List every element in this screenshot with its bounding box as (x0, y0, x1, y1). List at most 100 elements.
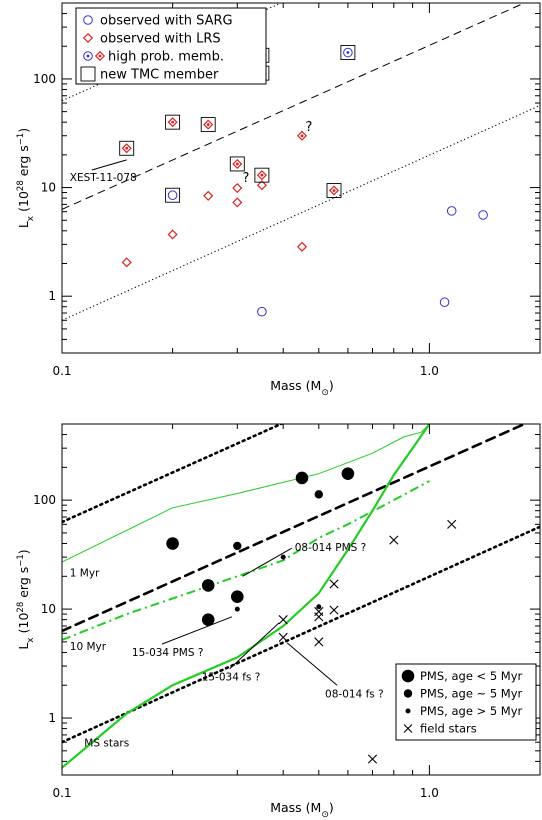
data-point-cross-9 (367, 754, 378, 764)
ticks (61, 3, 541, 354)
legend-circle-icon (83, 51, 93, 61)
data-point-cross-0 (278, 632, 288, 642)
dot-mark (314, 490, 324, 499)
curve-ms-stars (62, 424, 431, 769)
data-point-square-open-0 (119, 140, 135, 156)
data-point-red-diamond-dotted-4 (256, 170, 267, 181)
legend-label-0: observed with SARG (100, 14, 233, 29)
legend-cross-icon (403, 724, 413, 733)
data-point-blue-circle-open-2 (439, 297, 450, 308)
circle-mark (478, 210, 488, 220)
legend: observed with SARG observed with LRS high … (75, 7, 267, 85)
diamond-mark (296, 241, 308, 252)
y-tick-label: 1 (48, 711, 56, 725)
data-point-red-diamond-open-0 (121, 257, 132, 268)
data-point-dot-large-4 (295, 471, 309, 485)
square-mark (119, 140, 135, 156)
y-label-part: L (16, 221, 31, 228)
legend-dot-large-icon (401, 669, 415, 683)
cross-mark (314, 637, 324, 647)
y-label-part: −1 (16, 554, 26, 567)
data-point-cross-5 (329, 579, 339, 589)
data-point-red-diamond-dotted-2 (203, 119, 214, 130)
y-axis-label: Lx (1028 erg s−1) (16, 128, 36, 228)
cross-mark (314, 606, 324, 617)
data-point-red-diamond-open-1 (167, 229, 178, 240)
legend-circle-icon (83, 15, 93, 25)
cross-mark (329, 579, 339, 589)
annotation-pointer-3 (286, 642, 338, 686)
annotation-pointer-1 (161, 616, 233, 645)
annotation-1: 15-034 PMS ? (132, 647, 204, 659)
dashed-line-0 (62, 3, 526, 210)
circle-mark (257, 306, 267, 317)
data-point-red-diamond-open-6 (296, 241, 308, 252)
y-label-part: ) (16, 549, 31, 554)
x-tick-label: 1.0 (420, 364, 439, 378)
cross-mark (447, 519, 457, 529)
data-point-dot-medium-0 (233, 541, 242, 551)
data-point-square-open-2 (200, 117, 216, 133)
diamond-mark (256, 180, 267, 191)
data-point-blue-circle-open-3 (446, 206, 457, 216)
square-mark (326, 183, 342, 198)
curve-label-10-myr: 10 Myr (70, 641, 107, 653)
square-mark (340, 45, 356, 60)
annotation-pointer-0 (91, 159, 127, 171)
diamond-mark (232, 182, 243, 194)
diamond-mark (328, 185, 340, 196)
data-point-dot-large-3 (230, 590, 244, 603)
annotation-0: XEST-11-078 (70, 172, 137, 184)
data-point-red-diamond-dotted-7 (328, 185, 340, 196)
data-point-dot-medium-1 (314, 490, 324, 499)
data-point-red-diamond-open-2 (203, 190, 214, 201)
diamond-mark (232, 197, 243, 208)
legend-box (75, 7, 267, 85)
y-tick-label: 100 (33, 493, 56, 507)
data-point-cross-4 (314, 606, 324, 617)
data-point-square-open-9 (340, 45, 356, 60)
center-dot (300, 134, 304, 138)
diamond-mark (296, 130, 308, 141)
dot-mark (166, 537, 179, 550)
center-dot (346, 51, 350, 54)
center-dot (332, 189, 336, 192)
y-label-part: x (26, 215, 36, 221)
x-label-symbol: ⊙ (321, 388, 329, 398)
data-point-square-open-5 (326, 183, 342, 198)
diamond-mark (232, 158, 243, 169)
legend-label-1: PMS, age ~ 5 Myr (420, 687, 523, 701)
circle-mark (167, 190, 178, 201)
diamond-mark (121, 143, 132, 154)
legend-label-0: PMS, age < 5 Myr (420, 669, 523, 683)
plot-area (62, 424, 540, 769)
data-point-cross-7 (389, 535, 399, 545)
data-point-blue-circle-open-1 (257, 306, 267, 317)
annotation-1: ? (305, 120, 312, 135)
x-axis-label: Mass (M⊙) (270, 378, 334, 398)
dotted-line-2 (62, 424, 285, 524)
legend-dot-icon (98, 54, 102, 58)
data-point-cross-6 (329, 605, 339, 615)
diamond-mark (203, 190, 214, 201)
y-tick-label: 10 (41, 181, 56, 195)
panel-bottom: 08-014 PMS ? 15-034 PMS ? 15-034 fs ? 08-01… (16, 423, 541, 820)
data-point-blue-circle-open-4 (478, 210, 488, 220)
dot-mark (280, 554, 286, 560)
data-point-square-open-4 (254, 167, 270, 183)
y-label-part: ) (16, 128, 31, 133)
cross-mark (278, 632, 288, 642)
cross-mark (367, 754, 378, 764)
data-point-cross-8 (447, 519, 457, 529)
dot-mark (234, 606, 240, 612)
center-dot (125, 146, 129, 150)
x-label-end: ) (329, 800, 334, 815)
center-dot (171, 120, 174, 124)
data-point-red-diamond-dotted-1 (167, 117, 178, 128)
data-point-cross-1 (278, 615, 288, 625)
curve-1-myr (62, 424, 430, 563)
dot-mark (233, 541, 242, 551)
ticks (61, 424, 541, 776)
x-tick-label: 1.0 (420, 786, 439, 800)
plot-frame (61, 423, 541, 776)
